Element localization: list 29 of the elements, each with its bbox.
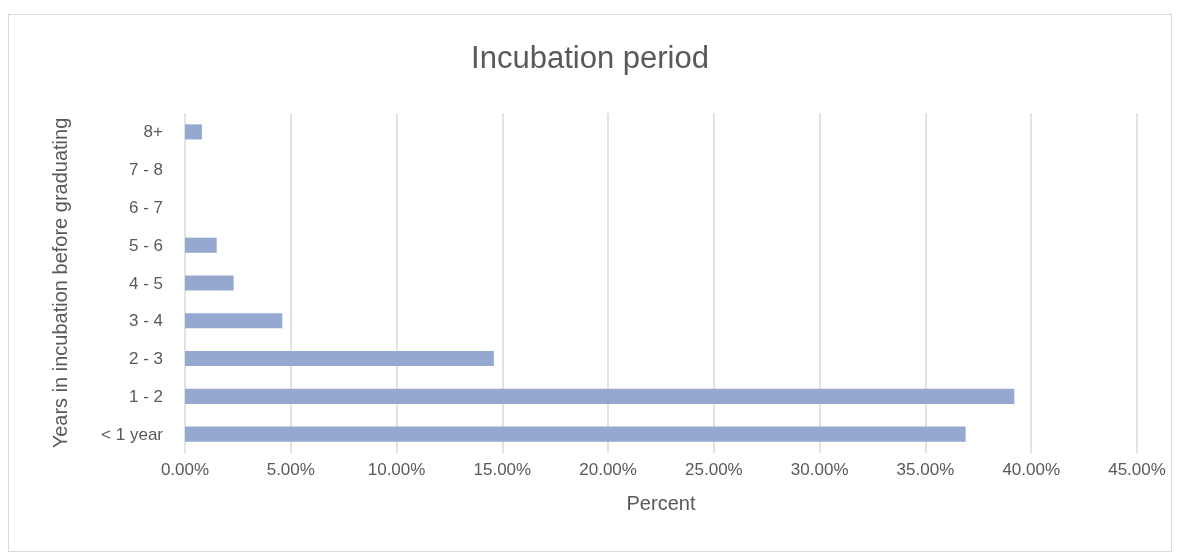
bar: [185, 237, 217, 253]
y-tick-label: 2 - 3: [128, 349, 163, 369]
bar: [185, 275, 234, 291]
x-tick-label: 5.00%: [266, 460, 315, 479]
y-tick-label: 1 - 2: [128, 386, 163, 406]
y-tick-label: 5 - 6: [128, 235, 163, 255]
chart-title: Incubation period: [471, 40, 709, 75]
x-tick-label: 20.00%: [579, 460, 637, 479]
x-tick-label: 25.00%: [685, 460, 743, 479]
bar: [185, 351, 494, 367]
x-tick-label: 30.00%: [790, 460, 849, 479]
y-tick-label: 8+: [143, 122, 164, 142]
bar: [185, 388, 1015, 404]
bar: [185, 426, 966, 442]
y-tick-label: 7 - 8: [128, 160, 163, 180]
x-tick-label: 35.00%: [896, 460, 955, 479]
bar: [185, 124, 202, 140]
y-tick-label: 3 - 4: [128, 311, 163, 331]
bar: [185, 313, 283, 329]
x-tick-label: 45.00%: [1108, 460, 1166, 479]
x-tick-label: 15.00%: [473, 460, 532, 479]
x-tick-label: 0.00%: [160, 460, 210, 479]
x-tick-label: 40.00%: [1002, 460, 1061, 479]
y-axis-title: Years in incubation before graduating: [49, 117, 71, 449]
y-tick-label: < 1 year: [101, 424, 164, 444]
x-tick-label: 10.00%: [367, 460, 426, 479]
y-tick-label: 6 - 7: [128, 197, 163, 217]
y-tick-label: 4 - 5: [128, 273, 163, 293]
x-axis-title: Percent: [626, 492, 696, 514]
